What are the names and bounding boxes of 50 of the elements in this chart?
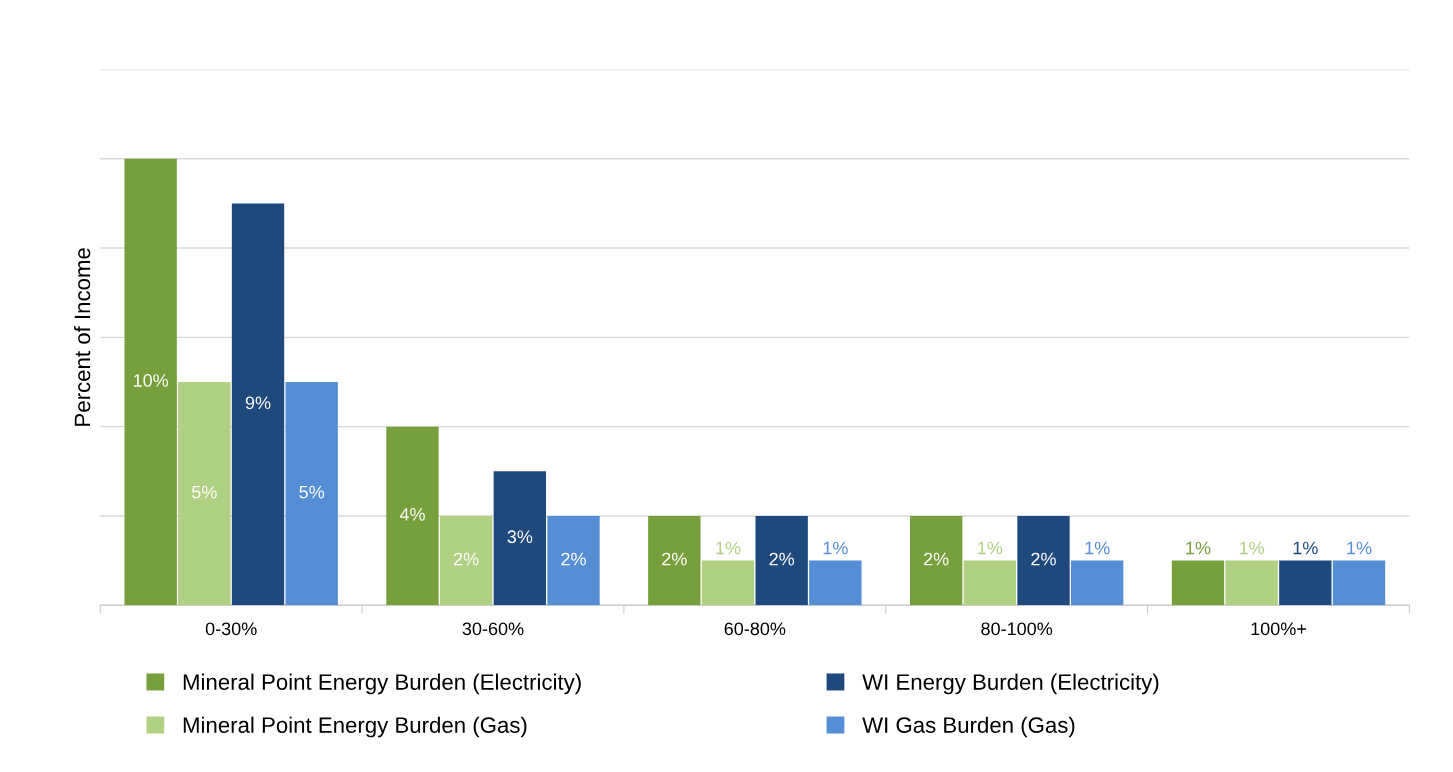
x-tick-label: 0-30% [205,622,257,636]
bar [648,515,701,606]
data-label: 2% [924,552,949,566]
data-label: 2% [769,552,795,566]
bar [386,426,439,606]
data-label: 1% [1347,541,1372,555]
bar [178,382,231,606]
data-label: 1% [1293,541,1318,555]
data-label: 5% [299,485,325,499]
bar [909,515,963,606]
data-label: 10% [133,374,169,387]
bar [124,158,177,606]
data-label: 2% [561,552,586,566]
x-tick-label: 80-100% [981,622,1053,636]
x-tick-label: 100%+ [1251,622,1306,636]
bar [1279,560,1332,606]
data-label: 1% [716,541,741,555]
bar [963,560,1017,606]
bar [1070,560,1124,606]
bar [1225,560,1278,606]
bar [1017,515,1070,606]
bar [493,471,547,606]
data-label: 2% [454,552,479,566]
bar [701,560,755,606]
bar [1171,560,1225,606]
legend-label: Mineral Point Energy Burden (Gas) [183,716,527,738]
data-label: 1% [978,541,1003,555]
x-tick-label: 60-80% [724,622,786,636]
y-axis-title: Percent of Income [74,248,91,426]
data-label: 3% [507,530,533,544]
data-label: 9% [245,396,271,410]
legend-label: WI Gas Burden (Gas) [862,716,1075,738]
data-label: 1% [823,541,848,555]
data-label: 1% [1085,541,1110,555]
data-label: 2% [1031,552,1056,566]
bar [547,515,600,606]
bar [755,515,808,606]
data-label: 1% [1239,541,1265,555]
bar [1332,560,1386,606]
data-label: 5% [192,485,217,499]
bar [439,515,493,606]
x-tick-label: 30-60% [462,622,524,636]
data-label: 2% [662,552,687,566]
legend-label: WI Energy Burden (Electricity) [862,673,1159,695]
bar [285,382,338,606]
data-label: 1% [1186,541,1211,555]
bar [809,560,862,606]
legend-label: Mineral Point Energy Burden (Electricity) [183,673,581,695]
bar [231,203,285,606]
data-label: 4% [399,508,425,521]
